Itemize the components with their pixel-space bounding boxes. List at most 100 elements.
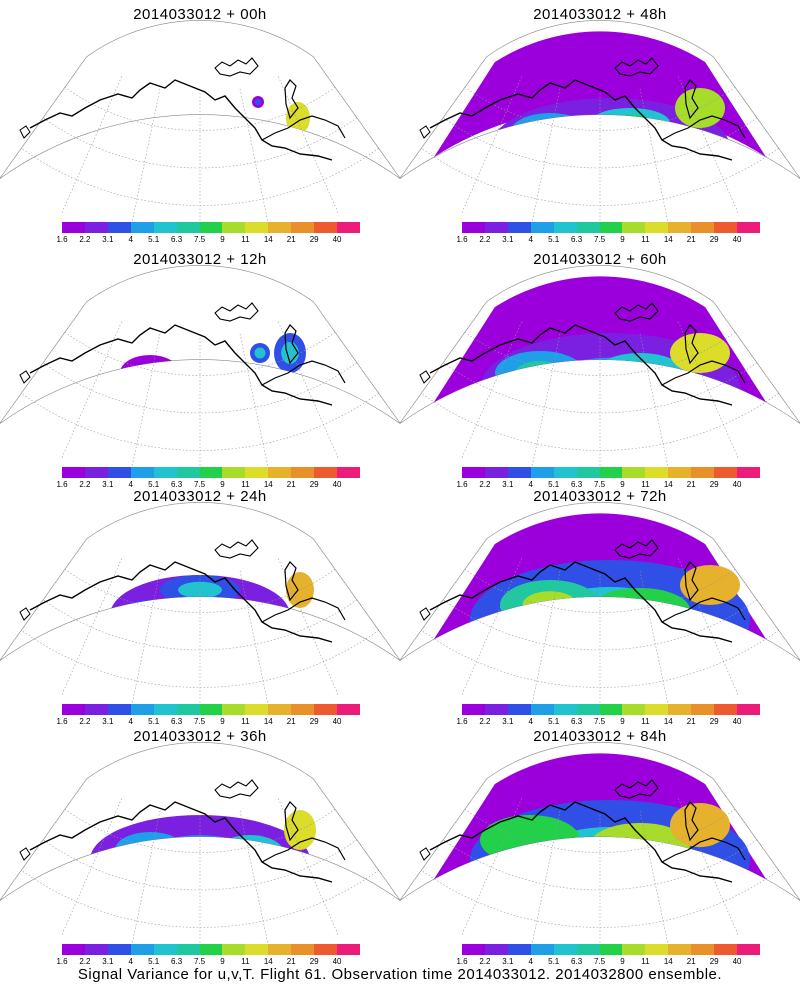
colorbar-tick-label: 40 (332, 235, 342, 244)
colorbar-swatch (462, 944, 485, 955)
colorbar-swatch (691, 222, 715, 233)
coastline (261, 115, 346, 141)
colorbar-tick-label: 5.1 (148, 717, 160, 726)
colorbar-tick-label: 6.3 (571, 480, 583, 489)
colorbar-tick-label: 7.5 (593, 957, 606, 966)
variance-contour (90, 815, 310, 901)
variance-contour (608, 114, 652, 132)
map-layer (0, 742, 400, 944)
colorbar-swatch (714, 704, 738, 715)
colorbar-swatch (668, 467, 692, 478)
meridian-line (461, 798, 522, 937)
colorbar-ticks: 1.6 2.2 3.1 4 5.1 6.3 7.5 9 11 14 21 29 40 (456, 957, 760, 967)
latitude-line (42, 117, 358, 169)
coastline (29, 324, 333, 406)
colorbar-swatch (530, 467, 554, 478)
variance-contour (680, 565, 740, 605)
map-12h (0, 265, 400, 467)
colorbar-swatch (737, 467, 760, 478)
arctic-islands (614, 539, 659, 559)
footer-caption: Signal Variance for u,v,T. Flight 61. Ob… (77, 966, 723, 983)
colorbar-swatch (714, 222, 738, 233)
colorbar-tick-label: 21 (686, 717, 696, 726)
colorbar-tick-label: 2.2 (479, 957, 491, 966)
colorbar-ticks: 1.6 2.2 3.1 4 5.1 6.3 7.5 9 11 14 21 29 40 (56, 235, 360, 245)
greenland-coast (284, 79, 299, 120)
latitude-line (464, 808, 736, 853)
panel-title: 2014033012 + 24h (133, 488, 267, 505)
colorbar-tick-label: 29 (309, 235, 319, 244)
colorbar-swatch (622, 222, 646, 233)
variance-contour (500, 580, 600, 630)
panel-60h: 2014033012 + 60h 1.6 2.2 3.1 4 5.1 6.3 7.5 9 11 1… (400, 245, 800, 490)
colorbar-tick-label: 1.6 (456, 957, 468, 966)
colorbar-tick-label: 6.3 (171, 957, 183, 966)
colorbar-tick-label: 3.1 (102, 717, 114, 726)
coastline (261, 837, 346, 863)
colorbar-ticks: 1.6 2.2 3.1 4 5.1 6.3 7.5 9 11 14 21 29 40 (456, 480, 760, 490)
colorbar-tick-label: 7.5 (193, 717, 206, 726)
meridian-line (61, 76, 122, 215)
meridian-line (278, 798, 339, 937)
map-48h (400, 20, 800, 222)
coastline (661, 837, 746, 863)
colorbar-swatch (107, 222, 131, 233)
variance-contour (140, 134, 200, 162)
colorbar-tick-label: 21 (686, 235, 696, 244)
latitude-line (42, 599, 358, 651)
colorbar-tick-label: 11 (241, 957, 250, 966)
colorbar-tick-label: 14 (663, 480, 673, 489)
colorbar-swatch (622, 944, 646, 955)
coastline (29, 561, 333, 643)
colorbar-swatch (199, 467, 223, 478)
colorbar-tick-label: 11 (241, 480, 250, 489)
colorbar-swatch (337, 222, 360, 233)
variance-contour (223, 609, 257, 631)
colorbar-swatch (314, 467, 338, 478)
variance-contour (133, 363, 167, 383)
latitude-line (442, 599, 758, 651)
colorbar-swatch (668, 944, 692, 955)
map-layer (400, 502, 800, 704)
variance-contour (472, 906, 487, 915)
colorbar-tick-label: 9 (620, 235, 625, 244)
colorbar-tick-label: 29 (709, 957, 719, 966)
variance-contour (153, 140, 187, 156)
coastline (429, 324, 733, 406)
colorbar-swatch (245, 222, 269, 233)
variance-contour (142, 150, 158, 162)
island-coast (419, 607, 431, 621)
map-layer (400, 20, 800, 222)
variance-contour (115, 832, 185, 868)
colorbar-tick-label: 2.2 (479, 717, 491, 726)
colorbar-tick-label: 11 (641, 480, 650, 489)
colorbar-swatch (84, 944, 108, 955)
variance-contour (136, 146, 164, 166)
meridian-line (639, 88, 669, 222)
colorbar-swatch (314, 222, 338, 233)
colorbar-swatch (222, 222, 246, 233)
variance-contour (675, 88, 725, 128)
colorbar-swatch (645, 222, 669, 233)
arctic-islands (214, 779, 259, 799)
coastline (661, 115, 746, 141)
meridian-line (461, 76, 522, 215)
colorbar-tick-label: 5.1 (148, 957, 160, 966)
meridian-line (61, 798, 122, 937)
colorbar-swatch (222, 704, 246, 715)
panel-title: 2014033012 + 84h (533, 728, 667, 745)
colorbar-tick-label: 11 (641, 717, 650, 726)
variance-contour (538, 357, 682, 419)
latitude-line (42, 362, 358, 414)
colorbar-tick-label: 21 (286, 235, 296, 244)
colorbar-tick-label: 9 (220, 480, 225, 489)
greenland-coast (684, 324, 699, 365)
colorbar-tick-label: 4 (528, 480, 533, 489)
latitude-line (442, 117, 758, 169)
colorbar-tick-label: 3.1 (102, 957, 114, 966)
colorbar-tick-label: 5.1 (148, 235, 160, 244)
colorbar-tick-label: 21 (686, 480, 696, 489)
colorbar-ticks: 1.6 2.2 3.1 4 5.1 6.3 7.5 9 11 14 21 29 40 (456, 235, 760, 245)
colorbar-ticks: 1.6 2.2 3.1 4 5.1 6.3 7.5 9 11 14 21 29 40 (56, 480, 360, 490)
colorbar-swatch (153, 222, 177, 233)
